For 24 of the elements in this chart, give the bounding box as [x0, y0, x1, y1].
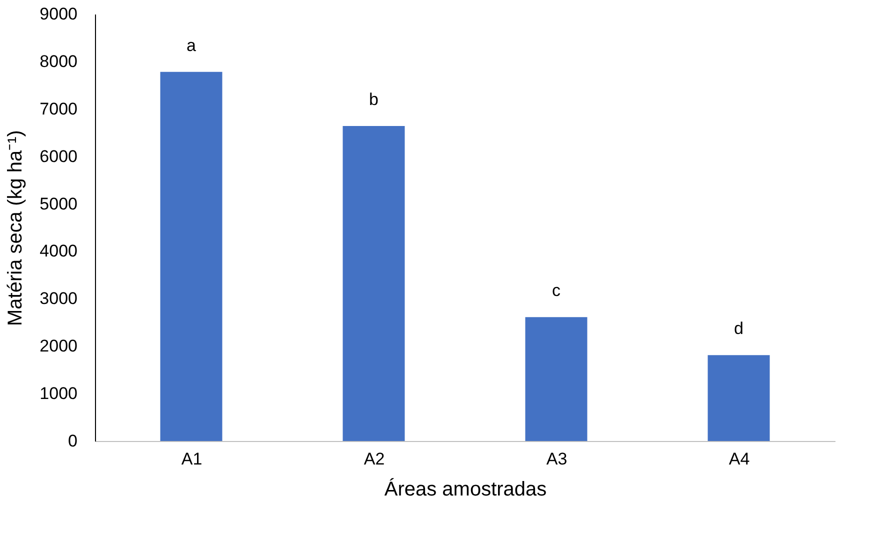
x-tick-label: A2 [364, 450, 385, 468]
y-tick-label: 3000 [40, 289, 78, 308]
annotation: a [186, 36, 197, 55]
bar [708, 355, 770, 441]
y-tick-label: 6000 [40, 146, 78, 166]
annotation: d [734, 319, 744, 338]
bar [525, 317, 588, 441]
y-tick-label: 9000 [40, 4, 78, 24]
y-tick-label: 8000 [40, 52, 78, 71]
x-tick-label: A1 [181, 450, 202, 468]
x-axis-title: Áreas amostradas [384, 478, 547, 500]
annotation: b [369, 90, 378, 109]
x-tick-label: A3 [546, 450, 568, 468]
y-axis-title: Matéria seca (kg ha⁻¹) [4, 130, 27, 326]
y-tick-label: 2000 [40, 336, 78, 356]
y-tick-label: 1000 [40, 384, 78, 404]
y-tick-label: 4000 [40, 242, 78, 261]
annotation: c [552, 281, 561, 300]
y-tick-label: 5000 [40, 194, 78, 214]
y-tick-label: 0 [68, 432, 78, 450]
bar [160, 72, 222, 441]
y-tick-label: 7000 [40, 99, 78, 118]
x-tick-label: A4 [728, 450, 750, 468]
bar [342, 126, 405, 441]
